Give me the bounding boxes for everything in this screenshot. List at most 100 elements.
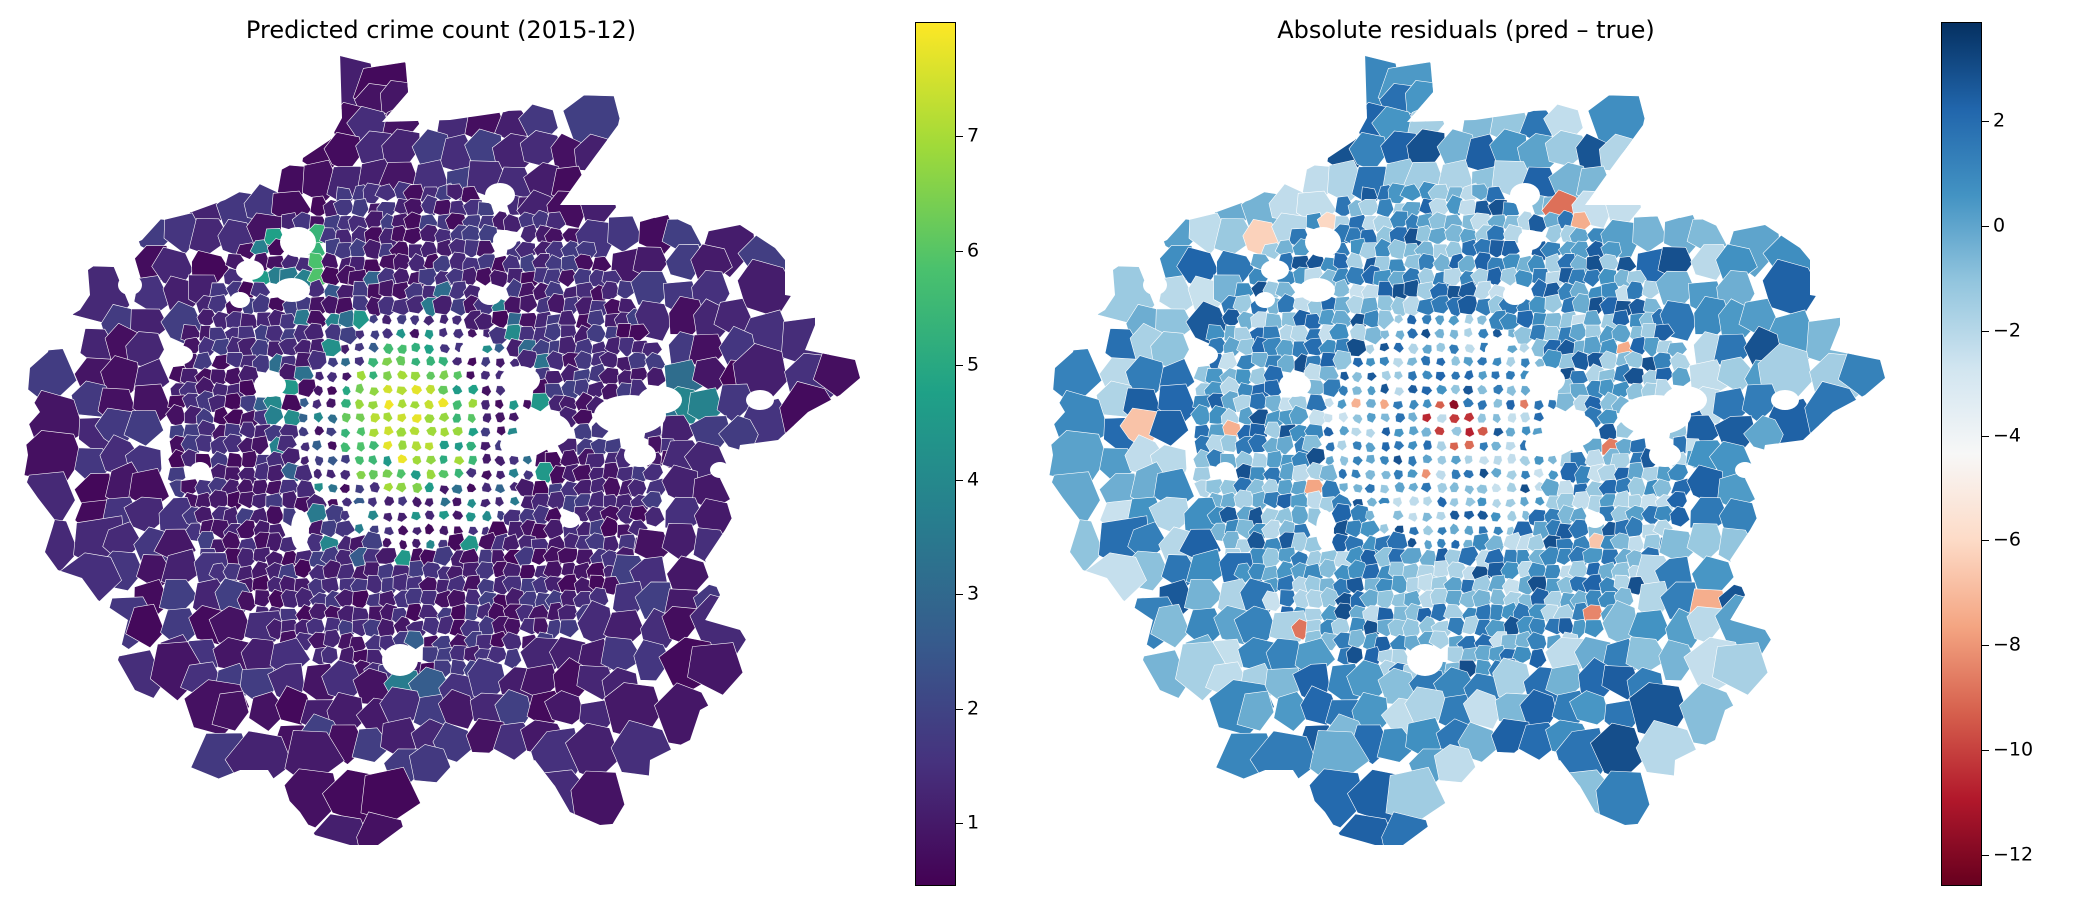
map-area [1323,413,1333,423]
map-area [1367,385,1377,396]
map-area [1345,645,1364,665]
map-area [1408,411,1418,423]
residuals-colorbar [1941,22,1982,886]
missing-area [1485,342,1505,358]
map-area [494,399,504,410]
map-area [480,356,491,368]
map-area [364,210,384,230]
map-area [313,468,323,480]
colorbar-tick [956,365,963,367]
missing-area [1407,644,1443,676]
map-area [1451,355,1461,367]
map-area [1491,498,1502,509]
colorbar-tick [1982,645,1989,647]
map-area [195,434,214,453]
map-area [1463,412,1475,423]
map-area [1490,511,1502,522]
map-area [424,510,435,521]
map-area [1381,811,1436,845]
map-area [1449,442,1459,452]
map-area [1367,372,1378,382]
map-area [1183,579,1224,614]
map-area [1491,371,1501,381]
residuals-areas [1049,53,1885,845]
map-area [425,426,437,437]
map-area [125,603,166,649]
map-area [1406,313,1417,325]
map-area [1407,468,1419,479]
map-area [424,442,434,452]
missing-area [624,443,656,467]
map-area [1451,469,1462,480]
map-area [466,498,477,509]
map-area [1236,690,1275,732]
map-area [395,355,406,366]
map-area [341,412,352,424]
map-area [1437,455,1447,466]
map-area [211,690,250,732]
map-area [411,413,422,424]
map-area [1365,344,1375,355]
colorbar-tick-label: 1 [967,811,980,834]
map-area [312,398,322,410]
map-area [1049,471,1101,529]
map-area [425,371,436,381]
map-area [1569,690,1610,726]
map-area [360,766,421,823]
map-area [487,645,509,665]
map-area [1555,392,1577,412]
map-area [482,453,492,464]
map-area [409,315,420,326]
map-area [354,484,365,494]
map-area [1471,183,1492,201]
map-area [1392,400,1404,411]
missing-area [280,227,316,257]
missing-area [1518,230,1542,250]
missing-area [1377,503,1393,517]
map-area [1450,426,1462,437]
map-area [1337,398,1347,410]
map-area [1519,455,1531,467]
map-area [438,412,450,423]
map-area [1493,384,1504,396]
map-area [1148,410,1189,447]
map-area [398,539,408,550]
map-area [468,398,478,409]
map-area [437,469,450,479]
missing-area [1585,512,1605,528]
map-area [1421,370,1434,380]
map-area [412,455,422,466]
map-area [350,198,370,219]
map-area [1407,384,1419,394]
map-area [424,523,435,535]
missing-area [500,433,540,457]
map-area [1420,328,1431,340]
map-area [355,330,365,340]
map-area [557,547,579,566]
map-area [1436,538,1447,549]
map-area [1544,293,1564,314]
map-area [1377,309,1395,331]
map-area [468,384,479,396]
map-area [395,328,406,340]
map-area [1345,337,1367,357]
map-area [1448,399,1460,410]
map-area [1533,468,1545,479]
map-area [1322,378,1342,398]
map-area [369,313,379,324]
map-area [342,385,352,396]
missing-area [485,183,515,207]
map-area [1476,315,1488,326]
map-area [453,370,463,381]
map-area [367,496,378,508]
missing-area [236,260,264,280]
map-area [1436,342,1446,353]
missing-area [1525,366,1565,394]
map-area [1433,328,1445,339]
map-area [1476,426,1489,437]
map-area [1394,481,1406,493]
map-area [411,441,422,452]
map-area [1643,337,1664,359]
map-area [1366,412,1377,424]
map-area [314,455,324,467]
